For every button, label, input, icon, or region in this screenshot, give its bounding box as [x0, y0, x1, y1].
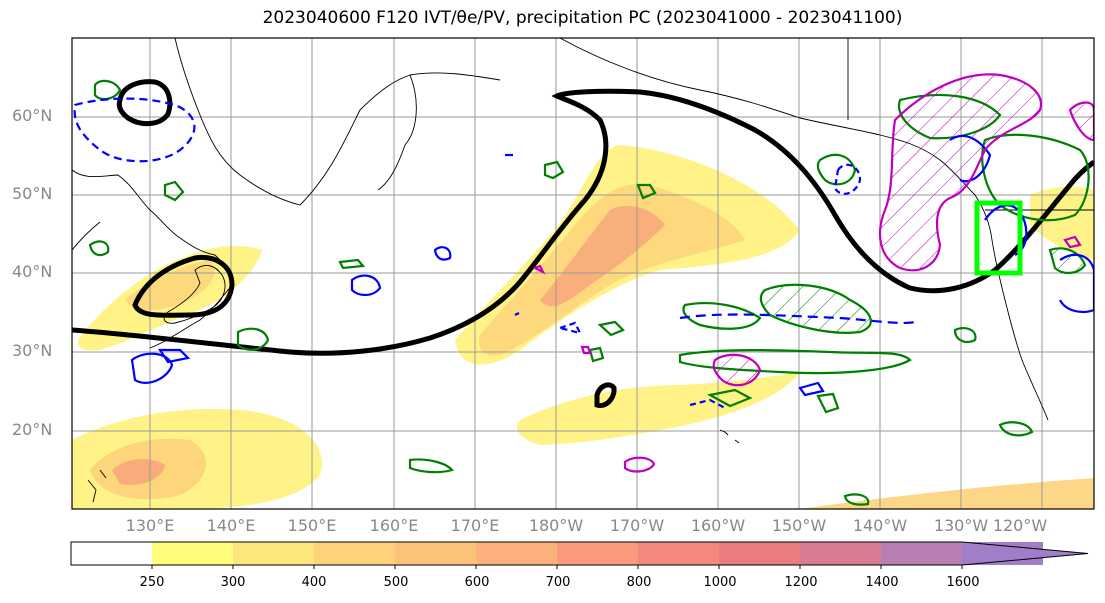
- target-region-box: [974, 200, 1023, 276]
- theta-e-main: [72, 88, 1094, 356]
- colorbar-segment: [233, 542, 314, 565]
- lat-label-40n: 40°N: [12, 262, 53, 281]
- pv-contours-magenta: [532, 73, 1094, 473]
- ivt-band-southeast: [800, 478, 1094, 509]
- colorbar-label-500: 500: [383, 575, 409, 590]
- colorbar-label-1600: 1600: [946, 575, 980, 590]
- theta-e-loop-japan: [132, 254, 235, 318]
- colorbar-segment: [881, 542, 962, 565]
- philippines: [87, 469, 107, 503]
- colorbar-label-1400: 1400: [865, 575, 899, 590]
- theta-e-contours: [72, 79, 1094, 409]
- colorbar-label-1000: 1000: [703, 575, 737, 590]
- ivt-shading: [72, 145, 1094, 509]
- lon-label-150e: 150°E: [287, 516, 337, 535]
- coastlines: [72, 38, 1094, 503]
- colorbar-label-700: 700: [545, 575, 571, 590]
- lon-label-130e: 130°E: [125, 516, 175, 535]
- map-title: 2023040600 F120 IVT/θe/PV, precipitation…: [262, 8, 903, 28]
- lat-label-60n: 60°N: [12, 106, 53, 125]
- coast-siberia-kamchatka: [174, 38, 501, 206]
- lat-label-30n: 30°N: [12, 341, 53, 360]
- colorbar-outline: [70, 541, 1089, 566]
- colorbar-label-400: 400: [301, 575, 327, 590]
- lon-label-170e: 170°E: [450, 516, 500, 535]
- ivt-band-north-pacific-core: [540, 205, 665, 307]
- theta-e-ring-north: [116, 79, 173, 126]
- colorbar: [70, 541, 1089, 569]
- colorbar-segment: [557, 542, 638, 565]
- map-frame: [71, 37, 1095, 510]
- colorbar-segment: [395, 542, 476, 565]
- lon-label-160e: 160°E: [369, 516, 419, 535]
- lon-label-140e: 140°E: [206, 516, 256, 535]
- colorbar-segment: [152, 542, 233, 565]
- coast-asia: [72, 169, 233, 349]
- lon-label-160w: 160°W: [690, 516, 746, 535]
- hawaii: [719, 429, 740, 444]
- colorbar-label-600: 600: [464, 575, 490, 590]
- colorbar-segment: [71, 542, 152, 565]
- colorbar-label-300: 300: [220, 575, 246, 590]
- coast-north-america-west: [974, 194, 1049, 421]
- colorbar-extend-arrow: [962, 542, 1088, 565]
- ivt-band-north-pacific-mid: [479, 184, 745, 356]
- coast-japan: [163, 264, 226, 324]
- lon-label-130w: 130°W: [933, 516, 989, 535]
- theta-e-ring-south: [594, 382, 617, 409]
- lon-label-120w: 120°W: [992, 516, 1048, 535]
- colorbar-label-250: 250: [139, 575, 165, 590]
- colorbar-segment: [314, 542, 395, 565]
- graticule: [72, 38, 1094, 509]
- colorbar-segment: [800, 542, 881, 565]
- colorbar-label-800: 800: [626, 575, 652, 590]
- lon-label-170w: 170°W: [609, 516, 665, 535]
- lat-label-20n: 20°N: [12, 420, 53, 439]
- lon-label-140w: 140°W: [852, 516, 908, 535]
- lon-label-180w: 180°W: [528, 516, 584, 535]
- colorbar-segment: [476, 542, 557, 565]
- colorbar-label-1200: 1200: [784, 575, 818, 590]
- ivt-band-subtropical-core: [112, 458, 165, 486]
- colorbar-segment: [638, 542, 719, 565]
- lon-label-150w: 150°W: [771, 516, 827, 535]
- colorbar-segment: [719, 542, 800, 565]
- lat-label-50n: 50°N: [12, 184, 53, 203]
